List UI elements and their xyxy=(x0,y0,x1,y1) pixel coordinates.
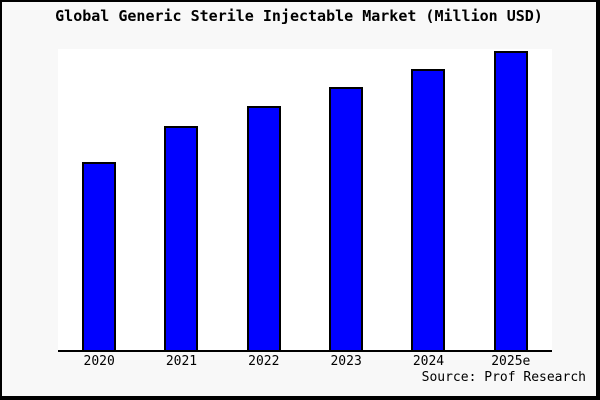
chart-title: Global Generic Sterile Injectable Market… xyxy=(55,7,543,25)
source-note: Source: Prof Research xyxy=(421,370,586,385)
bar-slot-2022 xyxy=(223,49,305,352)
bar-2023 xyxy=(329,87,364,352)
x-tick-label-2025e: 2025e xyxy=(491,354,531,369)
bar-slot-2023 xyxy=(305,49,387,352)
x-tick-label-2024: 2024 xyxy=(412,354,445,369)
x-tick-label-2022: 2022 xyxy=(248,354,280,369)
x-tick-label-2020: 2020 xyxy=(83,354,115,369)
bar-slot-2025e xyxy=(470,49,552,352)
bar-slot-2021 xyxy=(140,49,222,352)
x-axis-line xyxy=(58,350,552,352)
bar-2021 xyxy=(164,126,199,352)
x-tick-label-2023: 2023 xyxy=(330,354,362,369)
plot-area xyxy=(58,49,552,352)
bar-2020 xyxy=(82,162,117,352)
bar-2024 xyxy=(411,69,446,352)
bar-2025e xyxy=(493,51,528,352)
x-axis-labels: 2020 2021 2022 2023 2024 2025e xyxy=(58,354,552,369)
bar-2022 xyxy=(246,106,281,352)
x-tick-label-2021: 2021 xyxy=(165,354,198,369)
bar-slot-2024 xyxy=(387,49,469,352)
bar-slot-2020 xyxy=(58,49,140,352)
